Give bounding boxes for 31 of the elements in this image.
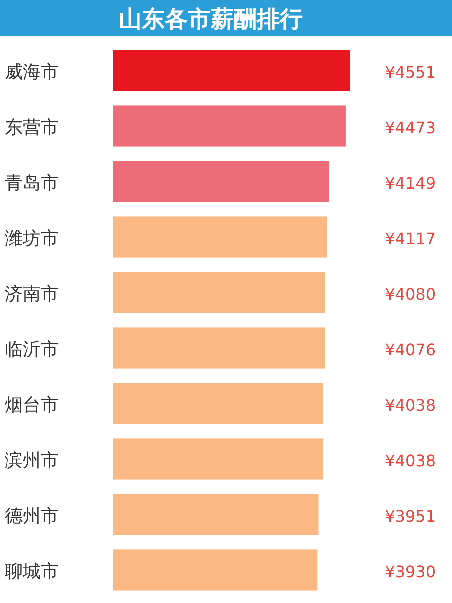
bar [113,106,346,147]
y-tick-label: 青岛市 [5,172,59,194]
bar [113,161,330,202]
y-tick-label: 烟台市 [5,394,59,416]
bar [113,50,350,92]
data-label: ¥4038 [385,396,436,415]
y-tick-label: 临沂市 [5,339,59,360]
y-tick-label: 聊城市 [5,561,59,582]
bar [113,328,326,369]
y-tick-label: 滨州市 [5,450,59,472]
data-label: ¥4117 [385,229,436,248]
bar [113,216,328,258]
data-label: ¥3930 [385,562,436,582]
bar [113,272,326,314]
bar [113,438,324,480]
bar [113,383,324,424]
data-label: ¥4473 [385,118,436,138]
data-label: ¥4149 [385,174,436,193]
y-tick-label: 济南市 [5,284,59,305]
y-tick-label: 威海市 [5,62,59,83]
y-tick-label: 潍坊市 [5,228,59,250]
chart-title: 山东各市薪酬排行 [119,6,303,33]
data-label: ¥4551 [385,62,436,82]
bar [113,550,318,591]
data-label: ¥4038 [385,451,436,470]
bar [113,494,319,536]
data-label: ¥4076 [385,340,436,360]
data-label: ¥3951 [385,506,436,526]
data-label: ¥4080 [385,284,436,304]
y-tick-label: 东营市 [5,117,59,138]
y-tick-label: 德州市 [5,506,59,527]
